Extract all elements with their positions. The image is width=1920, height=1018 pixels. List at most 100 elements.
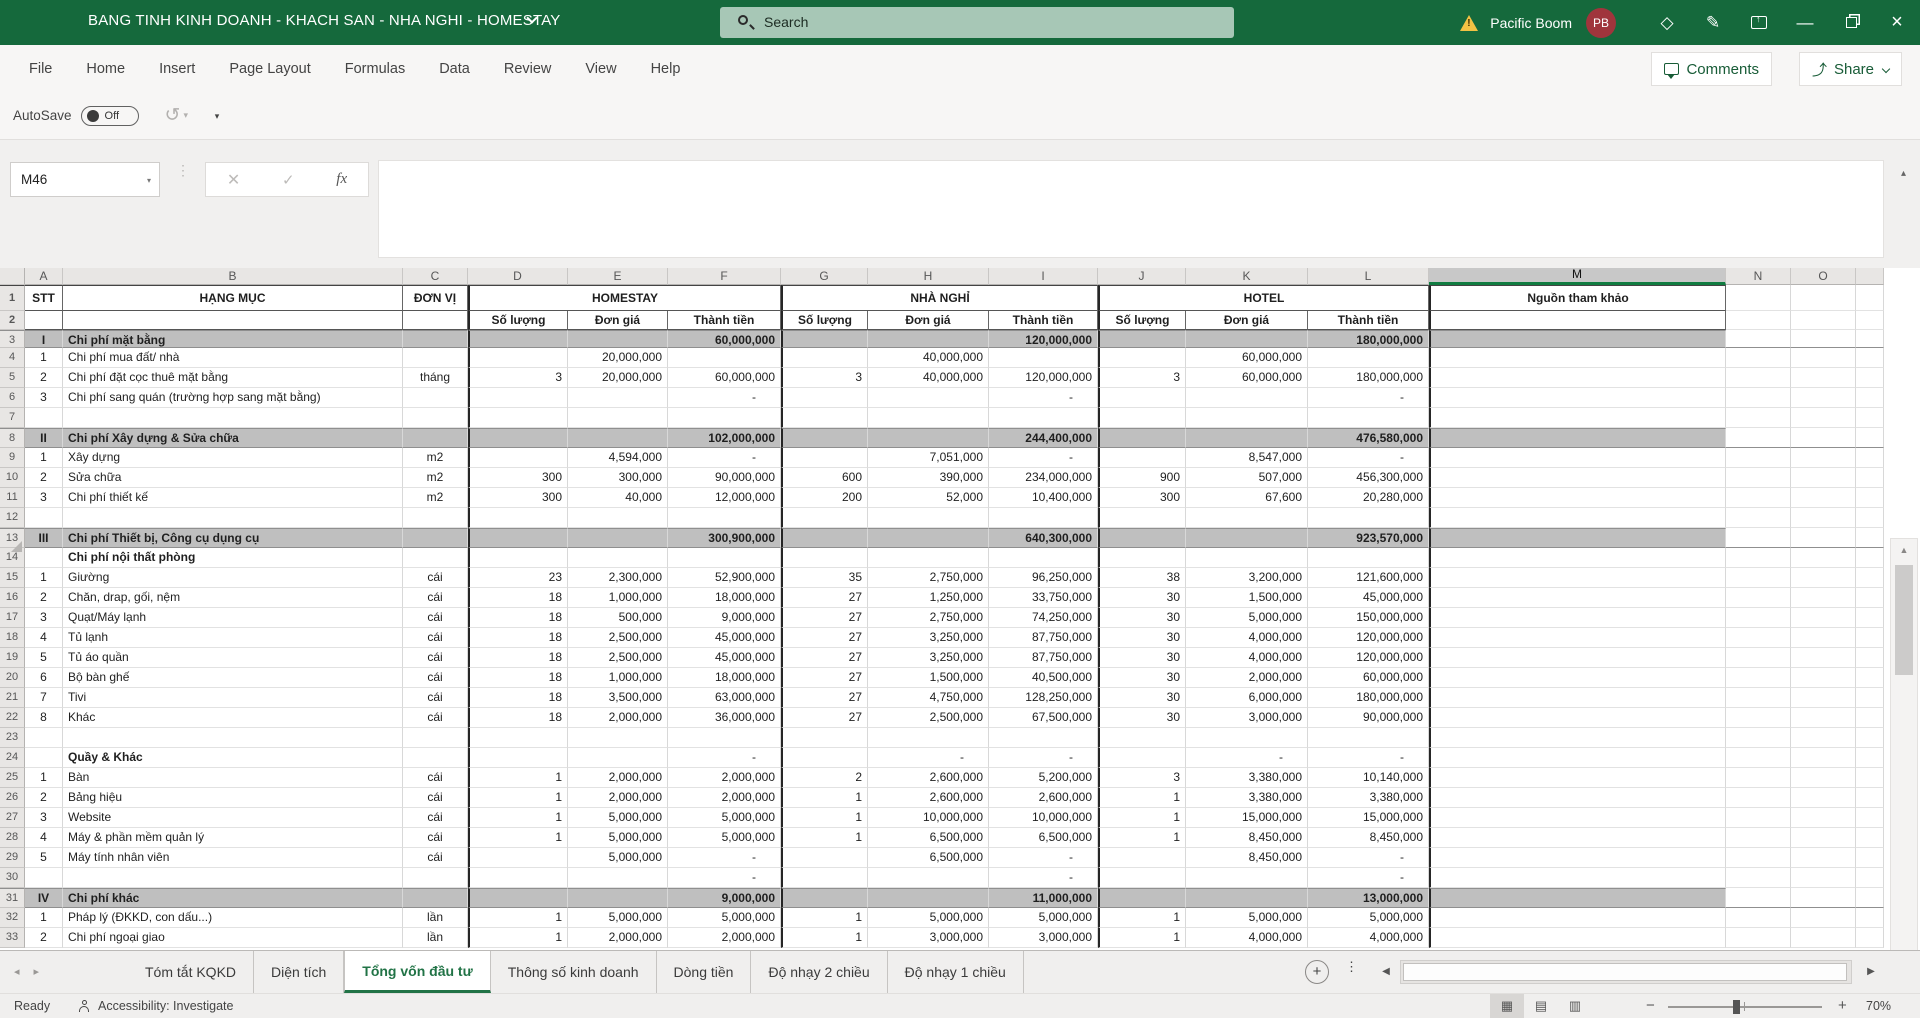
sheet-tab-tóm-tắt-kqkd[interactable]: Tóm tắt KQKD [128, 951, 255, 993]
tab-review[interactable]: Review [503, 60, 552, 77]
cell-i32[interactable]: 5,000,000 [989, 908, 1098, 928]
insert-function-icon[interactable]: fx [336, 171, 348, 187]
cell[interactable] [1726, 408, 1791, 428]
cell[interactable] [1791, 908, 1856, 928]
cell-label[interactable] [63, 408, 403, 428]
cell-i11[interactable]: 10,400,000 [989, 488, 1098, 508]
cell-i28[interactable]: 6,500,000 [989, 828, 1098, 848]
cell-stt[interactable]: IV [25, 888, 63, 908]
cell[interactable] [1726, 428, 1791, 448]
cell[interactable] [25, 311, 63, 330]
cell[interactable] [1726, 448, 1791, 468]
row-header[interactable]: 3 [0, 330, 25, 348]
column-header-L[interactable]: L [1308, 268, 1429, 285]
cell[interactable] [1726, 728, 1791, 748]
cell-e27[interactable]: 5,000,000 [568, 808, 668, 828]
cell[interactable] [1791, 408, 1856, 428]
cell-m30[interactable] [1429, 868, 1726, 888]
cell-k5[interactable]: 60,000,000 [1186, 368, 1308, 388]
cell-d14[interactable] [468, 548, 568, 568]
cell-h23[interactable] [868, 728, 989, 748]
cell-i30[interactable]: - [989, 868, 1098, 888]
cell-g21[interactable]: 27 [781, 688, 868, 708]
cell-f15[interactable]: 52,900,000 [668, 568, 781, 588]
cell-g17[interactable]: 27 [781, 608, 868, 628]
cell-m15[interactable] [1429, 568, 1726, 588]
row-header[interactable]: 17 [0, 608, 25, 628]
cell-g7[interactable] [781, 408, 868, 428]
cell-k28[interactable]: 8,450,000 [1186, 828, 1308, 848]
cell-g30[interactable] [781, 868, 868, 888]
cell-label[interactable] [63, 728, 403, 748]
row-header[interactable]: 20 [0, 668, 25, 688]
cell-f23[interactable] [668, 728, 781, 748]
row-header[interactable]: 4 [0, 348, 25, 368]
hscroll-left-icon[interactable]: ◀ [1382, 966, 1390, 977]
cell-g14[interactable] [781, 548, 868, 568]
workbook-title[interactable]: BANG TINH KINH DOANH - KHACH SAN - NHA N… [88, 12, 561, 29]
cell-i3[interactable]: 120,000,000 [989, 330, 1098, 348]
cell[interactable] [63, 311, 403, 330]
row-header[interactable]: 7 [0, 408, 25, 428]
cell-e13[interactable] [568, 528, 668, 548]
cell-m16[interactable] [1429, 588, 1726, 608]
cell-i12[interactable] [989, 508, 1098, 528]
cell-f17[interactable]: 9,000,000 [668, 608, 781, 628]
cell-l24[interactable]: - [1308, 748, 1429, 768]
cell-label[interactable]: Xây dựng [63, 448, 403, 468]
cell-g22[interactable]: 27 [781, 708, 868, 728]
cell-k31[interactable] [1186, 888, 1308, 908]
cell-l23[interactable] [1308, 728, 1429, 748]
cell-stt[interactable]: 1 [25, 568, 63, 588]
cell-k25[interactable]: 3,380,000 [1186, 768, 1308, 788]
cell-e33[interactable]: 2,000,000 [568, 928, 668, 948]
cell-label[interactable]: Giường [63, 568, 403, 588]
cell-label[interactable]: Chi phí Xây dựng & Sửa chữa [63, 428, 403, 448]
cell-e23[interactable] [568, 728, 668, 748]
cell-f8[interactable]: 102,000,000 [668, 428, 781, 448]
cell-j5[interactable]: 3 [1098, 368, 1186, 388]
cell-h28[interactable]: 6,500,000 [868, 828, 989, 848]
cell[interactable] [1726, 888, 1791, 908]
cell-e24[interactable] [568, 748, 668, 768]
row-header[interactable]: 1 [0, 285, 25, 311]
cell-i27[interactable]: 10,000,000 [989, 808, 1098, 828]
cell-h9[interactable]: 7,051,000 [868, 448, 989, 468]
column-header-O[interactable]: O [1791, 268, 1856, 285]
cell[interactable] [1726, 748, 1791, 768]
cell-d29[interactable] [468, 848, 568, 868]
cell-k33[interactable]: 4,000,000 [1186, 928, 1308, 948]
cell[interactable] [1429, 311, 1726, 330]
cell-j10[interactable]: 900 [1098, 468, 1186, 488]
name-box-dropdown-icon[interactable]: ▾ [146, 176, 151, 185]
cell-i4[interactable] [989, 348, 1098, 368]
cell-h29[interactable]: 6,500,000 [868, 848, 989, 868]
cell-stt[interactable]: III [25, 528, 63, 548]
cell-k23[interactable] [1186, 728, 1308, 748]
row-header[interactable]: 10 [0, 468, 25, 488]
row-header[interactable]: 8 [0, 428, 25, 448]
cell-i7[interactable] [989, 408, 1098, 428]
cell[interactable] [1726, 768, 1791, 788]
cell-g8[interactable] [781, 428, 868, 448]
cell-g13[interactable] [781, 528, 868, 548]
cell-h26[interactable]: 2,600,000 [868, 788, 989, 808]
cell-e4[interactable]: 20,000,000 [568, 348, 668, 368]
cell-i23[interactable] [989, 728, 1098, 748]
cell-k22[interactable]: 3,000,000 [1186, 708, 1308, 728]
cell-l10[interactable]: 456,300,000 [1308, 468, 1429, 488]
cell[interactable] [1726, 668, 1791, 688]
cell-f26[interactable]: 2,000,000 [668, 788, 781, 808]
cell-l7[interactable] [1308, 408, 1429, 428]
cell-j8[interactable] [1098, 428, 1186, 448]
row-header[interactable]: 24 [0, 748, 25, 768]
cell-e22[interactable]: 2,000,000 [568, 708, 668, 728]
cell-d16[interactable]: 18 [468, 588, 568, 608]
cell-d3[interactable] [468, 330, 568, 348]
cell-stt[interactable]: 3 [25, 488, 63, 508]
cell-l9[interactable]: - [1308, 448, 1429, 468]
cell-f18[interactable]: 45,000,000 [668, 628, 781, 648]
cell[interactable] [1791, 508, 1856, 528]
cell-stt[interactable]: 1 [25, 348, 63, 368]
cell-k6[interactable] [1186, 388, 1308, 408]
